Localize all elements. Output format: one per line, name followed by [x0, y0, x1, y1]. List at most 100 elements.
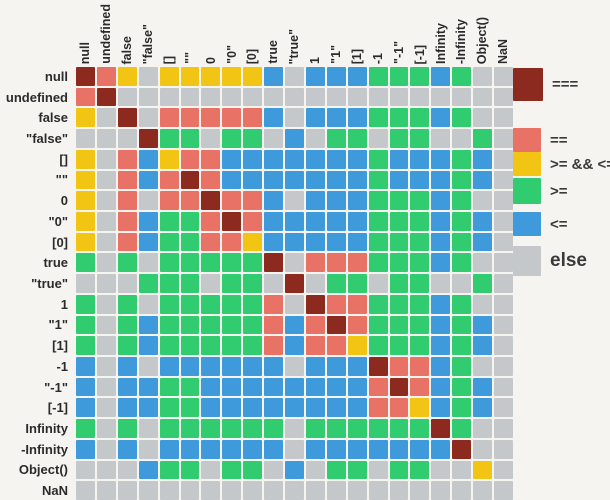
cell--1-vs-false	[138, 398, 158, 418]
cell-false-vs-undefined	[96, 129, 116, 148]
cell--1-vs-null	[76, 377, 95, 397]
cell-1-vs--infinity	[452, 336, 472, 355]
cell-0-vs-1	[347, 191, 367, 210]
cell-object-vs-1	[347, 460, 367, 480]
legend-label: >=	[550, 182, 568, 200]
cell-null-vs-true	[285, 67, 304, 86]
cell-1-vs-0	[222, 315, 242, 335]
column-labels: null undefined false "false" [] "" 0 "0" [0] true…	[76, 0, 513, 65]
cell-true-vs-false	[117, 253, 137, 273]
cell-infinity-vs-nan	[494, 419, 513, 438]
cell-1-vs-false	[138, 336, 158, 355]
cell-nan-vs--1	[410, 481, 430, 500]
row-label-true: true	[43, 255, 68, 271]
cell-val-vs--1	[368, 149, 388, 169]
cell-0-vs-true	[285, 191, 304, 210]
cell--1-vs-val	[180, 377, 200, 397]
cell-0-vs-true	[285, 211, 304, 231]
cell-null-vs-1	[326, 67, 346, 86]
column-label-text: "0"	[224, 45, 239, 64]
cell--1-vs--1	[389, 377, 409, 397]
cell-0-vs-nan	[494, 211, 513, 231]
cell-val-vs-1	[347, 149, 367, 169]
cell-val-vs-false	[117, 170, 137, 190]
cell-1-vs-0	[243, 336, 263, 355]
cell-true-vs-false	[138, 253, 158, 273]
cell-false-vs-nan	[494, 129, 513, 148]
cell-nan-vs--1	[368, 481, 388, 500]
cell-true-vs-val	[180, 253, 200, 273]
cell-undefined-vs--1	[410, 87, 430, 107]
column-label-text: null	[78, 41, 93, 64]
cell--1-vs-0	[243, 377, 263, 397]
legend-item-Y: >= && <=	[513, 152, 610, 176]
cell--1-vs-0	[222, 398, 242, 418]
cell-1-vs-null	[76, 315, 95, 335]
cell--1-vs-infinity	[431, 356, 451, 376]
cell--1-vs-null	[76, 398, 95, 418]
cell-false-vs-1	[347, 108, 367, 128]
cell--infinity-vs-0	[222, 439, 242, 459]
cell-val-vs-false	[138, 149, 158, 169]
column-label-text: 1	[308, 57, 323, 64]
cell-true-vs-0	[222, 274, 242, 293]
cell-0-vs-1	[326, 211, 346, 231]
cell--1-vs--1	[368, 356, 388, 376]
cell-0-vs-false	[138, 232, 158, 252]
row-label-object: Object()	[18, 462, 68, 478]
cell--1-vs--1	[410, 377, 430, 397]
cell-nan-vs--infinity	[452, 481, 472, 500]
cell-true-vs-nan	[494, 274, 513, 293]
cell-true-vs-undefined	[96, 274, 116, 293]
cell-1-vs-0	[222, 336, 242, 355]
cell--1-vs-1	[347, 356, 367, 376]
cell--1-vs-1	[305, 398, 325, 418]
cell--1-vs-false	[117, 356, 137, 376]
cell-undefined-vs-null	[76, 87, 95, 107]
cell-false-vs-false	[117, 108, 137, 128]
comparison-matrix	[76, 67, 513, 500]
row-label--1: "-1"	[44, 379, 68, 395]
cell-false-vs-val	[180, 129, 200, 148]
cell--infinity-vs--1	[410, 439, 430, 459]
cell--1-vs--1	[368, 377, 388, 397]
cell-val-vs-true	[264, 170, 284, 190]
cell-0-vs-nan	[494, 191, 513, 210]
cell-false-vs-infinity	[431, 129, 451, 148]
cell-0-vs-null	[76, 211, 95, 231]
row-label-true: "true"	[31, 275, 68, 291]
cell--1-vs-0	[201, 356, 221, 376]
cell-true-vs-1	[347, 274, 367, 293]
cell-nan-vs-infinity	[431, 481, 451, 500]
cell-true-vs-0	[201, 253, 221, 273]
cell-null-vs-1	[305, 67, 325, 86]
cell-infinity-vs-true	[264, 419, 284, 438]
column-label-text: [1]	[349, 48, 364, 64]
cell--1-vs-object	[473, 356, 493, 376]
cell-undefined-vs-nan	[494, 87, 513, 107]
cell-0-vs--infinity	[452, 191, 472, 210]
cell-object-vs-true	[264, 460, 284, 480]
cell-undefined-vs-0	[201, 87, 221, 107]
cell-true-vs-val	[180, 274, 200, 293]
cell--infinity-vs-1	[305, 439, 325, 459]
row-label-0: 0	[60, 193, 68, 209]
column-label-undefined: undefined	[97, 0, 116, 65]
cell-undefined-vs-0	[243, 87, 263, 107]
cell-false-vs-0	[201, 129, 221, 148]
cell-1-vs-object	[473, 294, 493, 314]
legend-label: <=	[550, 215, 568, 233]
cell-val-vs-true	[285, 170, 304, 190]
legend-item-X: else	[513, 246, 587, 276]
cell--1-vs--1	[410, 356, 430, 376]
cell--1-vs-1	[347, 377, 367, 397]
row-label-val: []	[59, 151, 68, 167]
cell--1-vs-0	[243, 398, 263, 418]
cell-infinity-vs-0	[222, 419, 242, 438]
cell-false-vs-true	[285, 129, 304, 148]
cell--infinity-vs-object	[473, 439, 493, 459]
cell-false-vs-1	[326, 129, 346, 148]
cell--1-vs-true	[285, 356, 304, 376]
cell-1-vs-undefined	[96, 336, 116, 355]
cell-undefined-vs-undefined	[96, 87, 116, 107]
